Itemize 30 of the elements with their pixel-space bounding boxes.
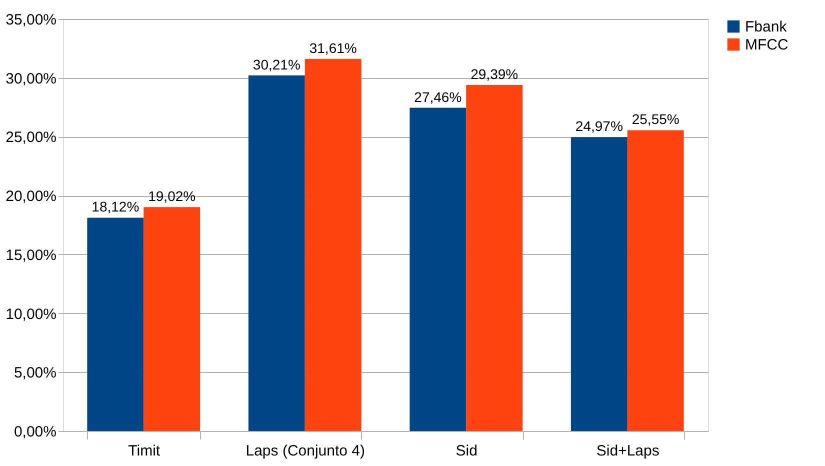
bar (627, 130, 684, 431)
y-tick-label: 30,00% (6, 70, 56, 88)
data-label: 30,21% (252, 56, 300, 72)
y-tick-label: 15,00% (6, 246, 56, 264)
bar (570, 137, 628, 431)
bar (304, 58, 362, 431)
data-label: 25,55% (632, 111, 680, 128)
bar (87, 218, 144, 431)
y-tick-label: 5,00% (14, 364, 56, 382)
bar (410, 108, 466, 431)
y-tick-label: 35,00% (6, 12, 56, 28)
x-tick-label: Sid (456, 442, 478, 460)
data-label: 18,12% (92, 198, 140, 215)
bar (144, 207, 200, 431)
x-tick-label: Laps (Conjunto 4) (246, 442, 365, 460)
y-tick-label: 10,00% (6, 306, 56, 323)
data-label: 19,02% (148, 188, 196, 204)
data-label: 27,46% (414, 88, 462, 105)
data-label: 24,97% (575, 118, 623, 134)
bar (248, 75, 305, 431)
data-label: 31,61% (309, 40, 357, 56)
y-tick-label: 20,00% (6, 188, 56, 206)
legend-label: MFCC (745, 36, 788, 54)
y-tick-label: 25,00% (6, 129, 56, 146)
y-tick-label: 0,00% (14, 424, 56, 440)
data-label: 29,39% (470, 66, 518, 82)
legend-label: Fbank (745, 18, 788, 36)
x-tick-label: Sid+Laps (596, 442, 660, 460)
x-tick-label: Timit (128, 442, 161, 460)
bar (466, 85, 523, 431)
